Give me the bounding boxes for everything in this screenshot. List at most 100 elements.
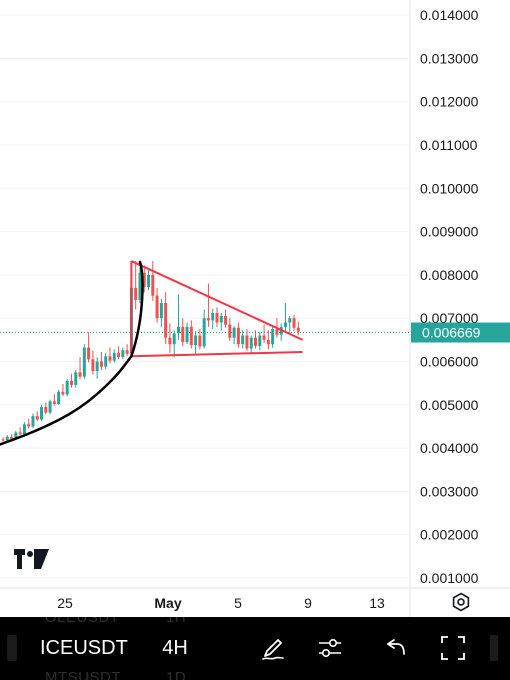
time-tick-label: May: [154, 595, 181, 611]
settings-icon[interactable]: [452, 592, 470, 612]
candle: [215, 307, 219, 327]
candle: [241, 330, 245, 349]
fullscreen-icon: [441, 636, 465, 660]
price-tick-label: 0.010000: [420, 180, 479, 196]
more-options-icon: [490, 635, 498, 661]
candle: [134, 261, 138, 310]
candle: [27, 418, 31, 429]
interval-label: 4H: [162, 636, 188, 659]
last-price-label: 0.006669: [422, 325, 481, 341]
candle: [202, 309, 206, 349]
ghost-interval-1: 1H: [166, 617, 187, 626]
more-button[interactable]: [0, 631, 38, 665]
candle: [48, 399, 52, 415]
candle: [44, 402, 48, 415]
candle: [104, 352, 108, 370]
candle: [296, 321, 300, 336]
ghost-symbol-2: MTSUSDT: [45, 669, 121, 680]
candle: [108, 347, 112, 364]
symbol-button[interactable]: ICEUSDT: [40, 631, 140, 665]
candle: [292, 314, 296, 332]
more-options-button[interactable]: [478, 631, 510, 665]
interval-button[interactable]: 4H: [150, 631, 200, 665]
candle: [125, 344, 129, 357]
trendline-lower[interactable]: [131, 350, 303, 358]
candle: [172, 330, 176, 358]
candle: [232, 325, 236, 345]
grid-lines: [0, 14, 410, 579]
price-tick-label: 0.007000: [420, 310, 479, 326]
candle: [121, 347, 125, 359]
candle: [224, 309, 228, 328]
undo-button[interactable]: [378, 631, 414, 665]
candle: [82, 344, 86, 379]
candle: [206, 283, 210, 327]
price-chart[interactable]: 0.014000 0.013000 0.012000 0.011000 0.010000…: [0, 0, 510, 617]
candle: [142, 265, 146, 293]
candle: [117, 346, 121, 360]
indicators-button[interactable]: [312, 631, 348, 665]
indicators-icon: [319, 639, 341, 658]
fullscreen-button[interactable]: [435, 631, 471, 665]
drawing-tools-button[interactable]: [255, 631, 291, 665]
candle: [52, 393, 56, 406]
candle: [254, 330, 258, 349]
candle: [194, 331, 198, 356]
candle: [271, 325, 275, 348]
price-tick-label: 0.004000: [420, 440, 479, 456]
candle: [147, 269, 151, 291]
chart-area[interactable]: 0.014000 0.013000 0.012000 0.011000 0.010000…: [0, 0, 510, 617]
candle: [61, 384, 65, 397]
candle: [236, 322, 240, 348]
candle: [138, 267, 142, 304]
tradingview-logo-icon[interactable]: [14, 549, 49, 569]
candle: [211, 308, 215, 330]
undo-icon: [387, 639, 405, 655]
candle: [288, 316, 292, 334]
candle: [159, 298, 163, 327]
curve-drawing[interactable]: [0, 260, 144, 448]
price-tick-label: 0.009000: [420, 224, 479, 240]
candle: [87, 332, 91, 363]
candle: [112, 349, 116, 363]
trendline-upper[interactable]: [130, 260, 304, 341]
candle: [1, 437, 5, 442]
price-scale[interactable]: 0.014000 0.013000 0.012000 0.011000 0.010000…: [411, 7, 510, 586]
candle: [262, 324, 266, 344]
more-icon: [7, 635, 17, 661]
candle: [168, 323, 172, 353]
price-tick-label: 0.006000: [420, 354, 479, 370]
candle: [31, 413, 35, 429]
drawings[interactable]: [0, 260, 304, 448]
candle: [57, 389, 61, 405]
candle: [283, 303, 287, 333]
candle: [78, 357, 82, 379]
last-price-badge: [411, 322, 510, 343]
candle: [99, 351, 103, 371]
candle: [91, 350, 95, 375]
time-tick-label: 9: [304, 595, 312, 611]
candle: [155, 287, 159, 323]
candle: [219, 313, 223, 331]
candle: [266, 330, 270, 350]
time-scale[interactable]: 25 May 5 9 13: [57, 595, 385, 611]
candle: [249, 335, 253, 353]
candle: [164, 292, 168, 345]
drawing-pen-icon: [262, 639, 284, 660]
candle: [74, 370, 78, 388]
time-tick-label: 5: [234, 595, 242, 611]
candle: [189, 320, 193, 349]
time-tick-label: 25: [57, 595, 73, 611]
candle: [198, 329, 202, 350]
bottom-toolbar: OLEUSDT 1H MTSUSDT 1D ICEUSDT 4H: [0, 617, 510, 680]
candle: [65, 378, 69, 397]
candle: [69, 373, 73, 388]
ghost-symbol-1: OLEUSDT: [45, 617, 120, 626]
price-tick-label: 0.014000: [420, 7, 479, 23]
price-tick-label: 0.013000: [420, 50, 479, 66]
candles: [0, 261, 410, 443]
price-tick-label: 0.001000: [420, 570, 479, 586]
candle: [181, 318, 185, 347]
price-tick-label: 0.002000: [420, 527, 479, 543]
candle: [151, 261, 155, 301]
